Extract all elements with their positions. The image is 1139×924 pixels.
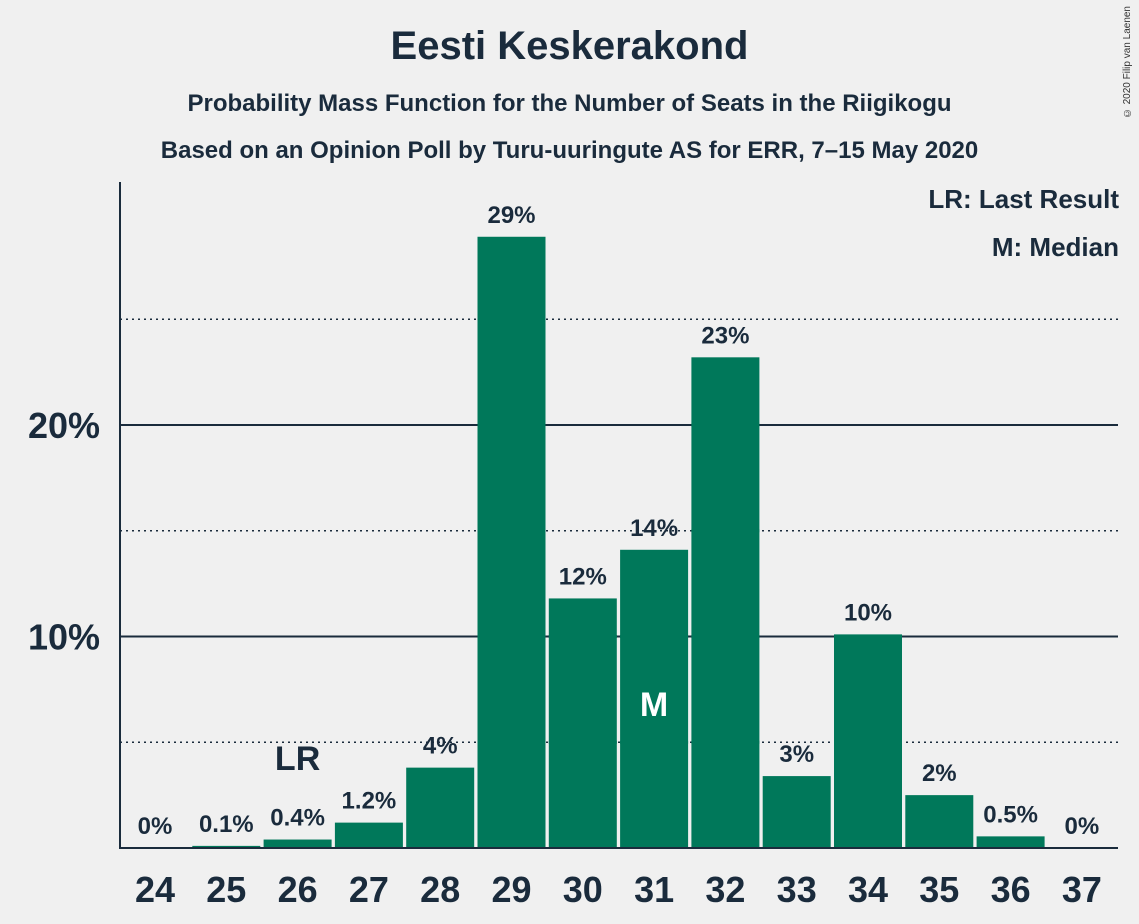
data-label: 14% [630,515,678,542]
data-label: 29% [487,202,535,229]
bar [620,549,689,848]
x-tick-label: 37 [1062,869,1102,910]
data-label: 2% [922,760,957,787]
data-label: 0% [138,813,173,840]
chart-source: Based on an Opinion Poll by Turu-uuringu… [160,137,979,164]
data-label: 0.4% [270,805,325,832]
x-tick-label: 32 [705,869,745,910]
legend-median: M: Median [991,232,1119,262]
bar [477,236,546,848]
data-label: 12% [559,563,607,590]
bar [691,357,760,848]
bar [406,767,475,848]
data-label: 4% [423,733,458,760]
data-label: 1.2% [342,788,397,815]
y-tick-label: 20% [28,405,100,446]
x-tick-label: 27 [349,869,389,910]
bar [334,822,403,848]
bar [976,836,1045,848]
grid-lines [120,318,1118,743]
bar [762,776,831,848]
x-tick-label: 24 [135,869,175,910]
bars-group [192,236,1045,848]
chart-title: Eesti Keskerakond [390,24,749,68]
bar [192,845,261,848]
x-tick-label: 35 [919,869,959,910]
data-label: 0.1% [199,811,254,838]
x-tick-label: 34 [848,869,888,910]
data-label: 0.5% [983,801,1038,828]
x-tick-label: 36 [991,869,1031,910]
chart-subtitle: Probability Mass Function for the Number… [187,90,952,117]
bar [263,839,332,848]
axes-group: 10% 20% 24 25 26 27 28 29 30 31 32 33 34 35 36 37 [28,182,1118,910]
last-result-marker: LR [275,740,320,778]
bar [548,598,617,848]
data-labels-group: 0% 0.1% 0.4% 1.2% 4% 29% 12% 14% 23% 3% 10% 2% 0.5% 0… [138,202,1100,840]
x-tick-label: 33 [777,869,817,910]
legend-last-result: LR: Last Result [928,184,1119,214]
x-tick-label: 29 [491,869,531,910]
data-label: 10% [844,599,892,626]
median-marker: M [640,686,668,724]
x-tick-label: 31 [634,869,674,910]
y-tick-label: 10% [28,617,100,658]
data-label: 23% [701,322,749,349]
data-label: 0% [1065,813,1100,840]
x-tick-label: 28 [420,869,460,910]
data-label: 3% [779,741,814,768]
x-tick-label: 25 [206,869,246,910]
x-tick-label: 30 [563,869,603,910]
bar [905,795,974,848]
x-tick-label: 26 [278,869,318,910]
